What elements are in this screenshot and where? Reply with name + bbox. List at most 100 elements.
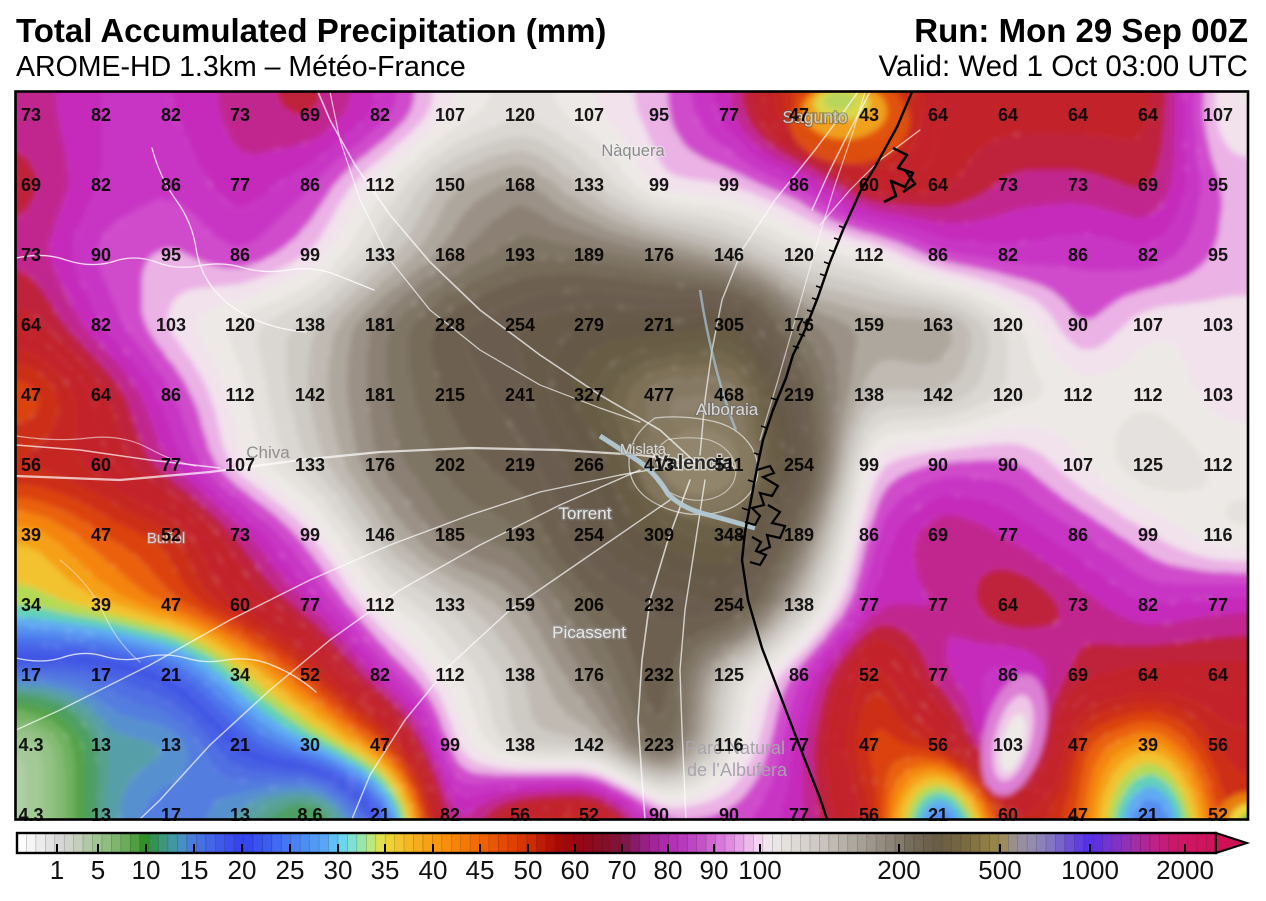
svg-text:47: 47 bbox=[1068, 805, 1088, 825]
svg-text:193: 193 bbox=[505, 245, 535, 265]
svg-text:10: 10 bbox=[132, 855, 161, 885]
svg-text:82: 82 bbox=[1138, 595, 1158, 615]
svg-text:Valid: Wed 1 Oct 03:00 UTC: Valid: Wed 1 Oct 03:00 UTC bbox=[879, 50, 1248, 83]
svg-text:206: 206 bbox=[574, 595, 604, 615]
svg-text:99: 99 bbox=[1138, 525, 1158, 545]
svg-text:95: 95 bbox=[1208, 175, 1228, 195]
svg-text:305: 305 bbox=[714, 315, 744, 335]
svg-text:468: 468 bbox=[714, 385, 744, 405]
svg-text:de l’Albufera: de l’Albufera bbox=[687, 760, 788, 780]
svg-text:82: 82 bbox=[161, 105, 181, 125]
svg-text:69: 69 bbox=[300, 105, 320, 125]
svg-text:193: 193 bbox=[505, 525, 535, 545]
svg-text:8.6: 8.6 bbox=[297, 805, 322, 825]
svg-text:95: 95 bbox=[649, 105, 669, 125]
svg-text:AROME-HD 1.3km – Météo-France: AROME-HD 1.3km – Météo-France bbox=[16, 51, 466, 83]
svg-text:86: 86 bbox=[859, 525, 879, 545]
svg-text:82: 82 bbox=[91, 175, 111, 195]
svg-text:60: 60 bbox=[859, 175, 879, 195]
svg-text:Picassent: Picassent bbox=[552, 623, 626, 642]
svg-text:35: 35 bbox=[371, 855, 400, 885]
svg-text:64: 64 bbox=[998, 105, 1018, 125]
svg-text:413: 413 bbox=[644, 455, 674, 475]
svg-text:77: 77 bbox=[300, 595, 320, 615]
svg-text:116: 116 bbox=[714, 735, 743, 755]
svg-text:Chiva: Chiva bbox=[246, 443, 290, 462]
svg-text:60: 60 bbox=[561, 855, 590, 885]
svg-text:107: 107 bbox=[435, 105, 465, 125]
svg-text:21: 21 bbox=[230, 735, 250, 755]
svg-text:99: 99 bbox=[719, 175, 739, 195]
svg-text:82: 82 bbox=[370, 105, 390, 125]
svg-text:133: 133 bbox=[365, 245, 395, 265]
svg-text:47: 47 bbox=[21, 385, 41, 405]
svg-text:95: 95 bbox=[161, 245, 181, 265]
svg-text:112: 112 bbox=[1203, 455, 1232, 475]
svg-text:138: 138 bbox=[784, 595, 814, 615]
svg-text:Mislata: Mislata bbox=[620, 442, 667, 458]
svg-text:90: 90 bbox=[700, 855, 729, 885]
svg-text:34: 34 bbox=[21, 595, 41, 615]
svg-text:90: 90 bbox=[649, 805, 669, 825]
svg-text:64: 64 bbox=[1138, 665, 1158, 685]
svg-text:69: 69 bbox=[21, 175, 41, 195]
svg-text:70: 70 bbox=[608, 855, 637, 885]
svg-text:107: 107 bbox=[1063, 455, 1093, 475]
svg-text:47: 47 bbox=[859, 735, 879, 755]
svg-text:86: 86 bbox=[928, 245, 948, 265]
svg-text:99: 99 bbox=[859, 455, 879, 475]
svg-text:39: 39 bbox=[1138, 735, 1158, 755]
svg-text:21: 21 bbox=[1138, 805, 1158, 825]
svg-text:120: 120 bbox=[993, 315, 1023, 335]
svg-text:1000: 1000 bbox=[1061, 855, 1119, 885]
svg-text:86: 86 bbox=[230, 245, 250, 265]
svg-text:64: 64 bbox=[928, 105, 948, 125]
svg-text:56: 56 bbox=[510, 805, 530, 825]
svg-text:73: 73 bbox=[998, 175, 1018, 195]
svg-text:73: 73 bbox=[230, 525, 250, 545]
svg-text:17: 17 bbox=[21, 665, 41, 685]
svg-text:125: 125 bbox=[1133, 455, 1163, 475]
svg-text:107: 107 bbox=[1203, 105, 1233, 125]
svg-text:86: 86 bbox=[789, 175, 809, 195]
svg-text:103: 103 bbox=[1203, 385, 1233, 405]
svg-text:64: 64 bbox=[21, 315, 41, 335]
svg-text:2000: 2000 bbox=[1156, 855, 1214, 885]
svg-text:1: 1 bbox=[50, 855, 64, 885]
svg-text:82: 82 bbox=[1138, 245, 1158, 265]
svg-text:34: 34 bbox=[230, 665, 250, 685]
svg-text:219: 219 bbox=[505, 455, 535, 475]
svg-text:176: 176 bbox=[574, 665, 604, 685]
svg-text:215: 215 bbox=[435, 385, 465, 405]
svg-text:86: 86 bbox=[300, 175, 320, 195]
svg-text:142: 142 bbox=[574, 735, 604, 755]
svg-text:73: 73 bbox=[1068, 595, 1088, 615]
svg-text:90: 90 bbox=[928, 455, 948, 475]
svg-text:90: 90 bbox=[719, 805, 739, 825]
svg-text:77: 77 bbox=[789, 735, 809, 755]
svg-text:82: 82 bbox=[91, 105, 111, 125]
svg-text:86: 86 bbox=[1068, 525, 1088, 545]
svg-text:77: 77 bbox=[719, 105, 739, 125]
svg-text:52: 52 bbox=[161, 525, 181, 545]
svg-text:60: 60 bbox=[998, 805, 1018, 825]
svg-text:181: 181 bbox=[365, 385, 395, 405]
svg-text:5: 5 bbox=[91, 855, 105, 885]
svg-text:348: 348 bbox=[714, 525, 744, 545]
svg-text:77: 77 bbox=[161, 455, 181, 475]
svg-text:327: 327 bbox=[574, 385, 604, 405]
svg-text:99: 99 bbox=[649, 175, 669, 195]
svg-text:47: 47 bbox=[161, 595, 181, 615]
svg-text:103: 103 bbox=[993, 735, 1023, 755]
svg-text:146: 146 bbox=[714, 245, 744, 265]
svg-text:232: 232 bbox=[644, 595, 674, 615]
svg-text:120: 120 bbox=[505, 105, 535, 125]
svg-text:100: 100 bbox=[738, 855, 781, 885]
svg-text:254: 254 bbox=[574, 525, 604, 545]
svg-text:189: 189 bbox=[574, 245, 604, 265]
svg-text:146: 146 bbox=[365, 525, 395, 545]
svg-text:133: 133 bbox=[574, 175, 604, 195]
svg-text:47: 47 bbox=[91, 525, 111, 545]
svg-text:116: 116 bbox=[1203, 525, 1232, 545]
svg-text:112: 112 bbox=[1133, 385, 1162, 405]
